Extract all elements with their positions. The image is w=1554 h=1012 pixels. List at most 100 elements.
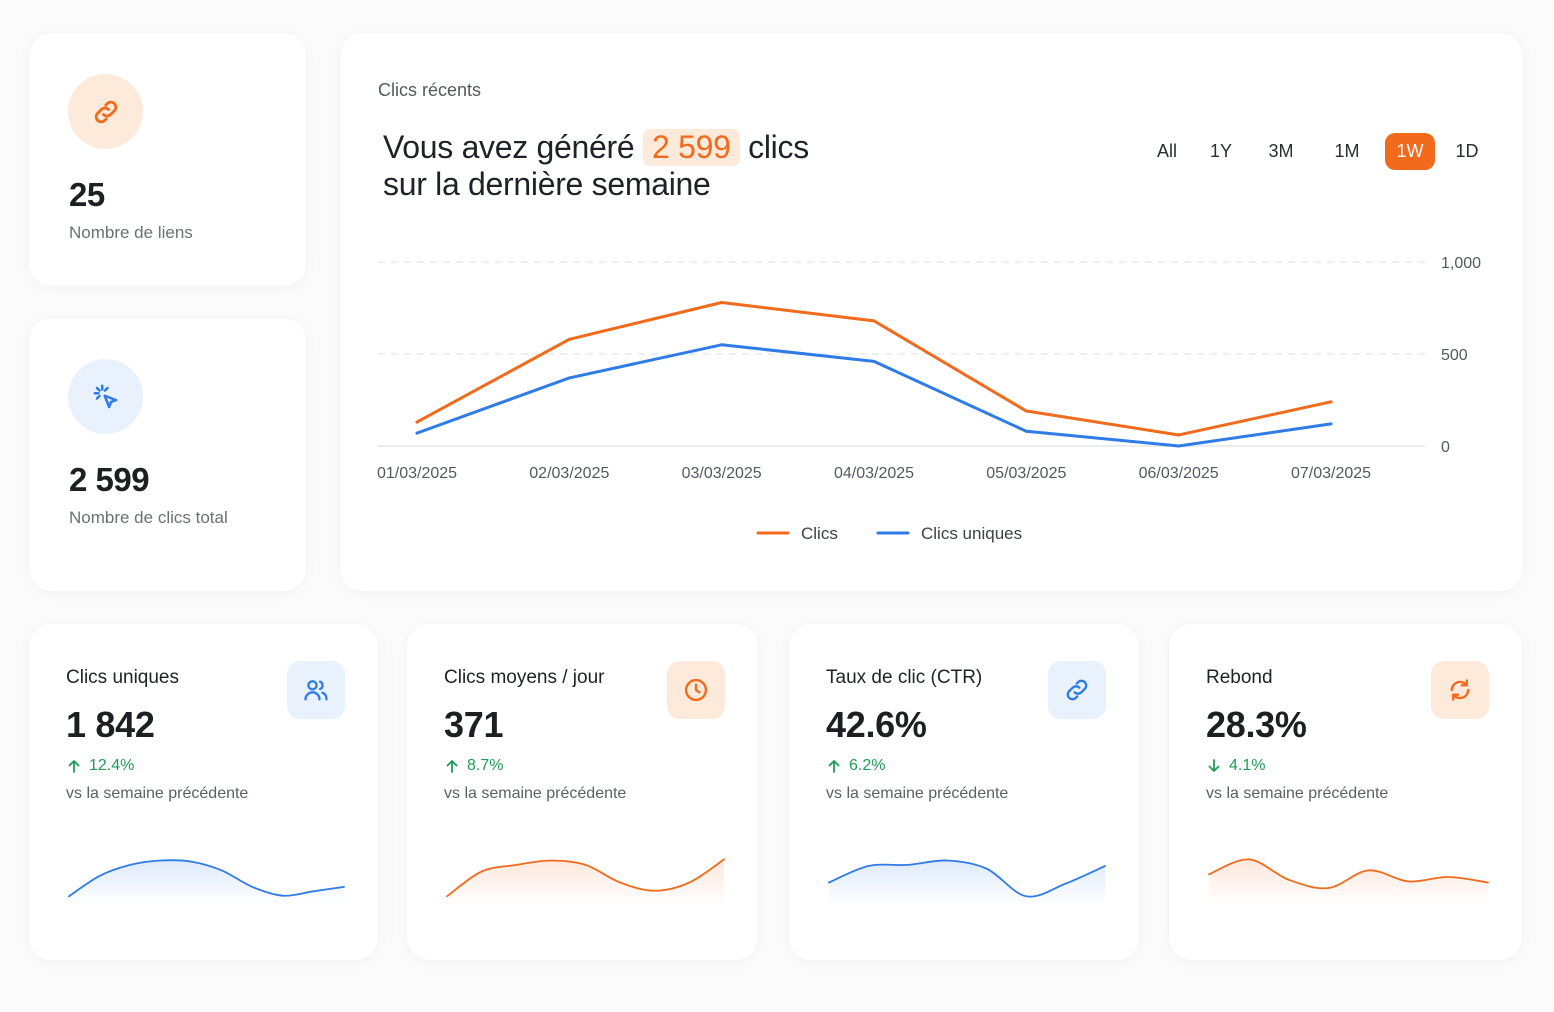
kpi-trend-value: 6.2% [849,757,886,774]
arrow-up-icon [446,760,458,773]
legend-item[interactable]: Clics [756,524,838,543]
y-tick-label: 0 [1441,439,1450,456]
kpi-card-1: Clics moyens / jour 371 8.7% vs la semaine … [407,624,758,960]
kpi-title: Rebond [1206,667,1273,688]
range-tab-all[interactable]: All [1156,141,1177,161]
data-point [1177,433,1181,437]
x-tick-label: 02/03/2025 [529,465,609,482]
data-point [567,337,571,341]
clock-icon [684,678,708,702]
sparkline-area [829,860,1105,905]
data-point [1329,422,1333,426]
data-point [415,420,419,424]
kpi-sparkline [828,859,1106,905]
arrow-up-icon [828,760,840,773]
range-tab-1y[interactable]: 1Y [1209,141,1233,161]
kpi-card-0: Clics uniques 1 842 12.4% vs la semaine pré… [29,624,378,960]
data-point [1329,400,1333,404]
clicks-headline: Vous avez généré 2 599 clics sur la dern… [383,129,809,203]
headline-text-before: Vous avez généré [383,129,635,165]
recent-clicks-card: Clics récents Vous avez généré 2 599 cli… [340,33,1523,591]
kpi-comparison-label: vs la semaine précédente [66,785,249,802]
cursor-icon-badge [68,359,143,434]
range-tab-1w[interactable]: 1W [1385,133,1435,170]
kpi-icon-badge [1048,661,1106,719]
data-point [415,431,419,435]
data-point [567,376,571,380]
kpi-title: Clics uniques [66,667,179,688]
clicks-line-chart: 1,000 500 0 01/03/2025 02/03/2025 03/03/2025 0… [377,255,1481,543]
sparkline-line [1208,858,1489,890]
legend-label: Clics uniques [921,524,1022,543]
refresh-icon [1450,679,1470,701]
headline-text-after: clics [748,129,809,165]
legend-label: Clics [801,524,838,543]
total-clicks-card: 2 599 Nombre de clics total [29,318,306,591]
kpi-trend: 12.4% [67,757,134,775]
kpi-comparison-label: vs la semaine précédente [1206,785,1389,802]
kpi-card-2: Taux de clic (CTR) 42.6% 6.2% vs la semaine… [789,624,1139,960]
sparkline-line [68,859,345,898]
data-point [720,343,724,347]
x-tick-label: 04/03/2025 [834,465,914,482]
kpi-trend-value: 8.7% [467,757,504,774]
sparkline-area [447,859,724,905]
users-icon [304,680,328,701]
kpi-trend: 4.1% [1207,757,1265,775]
kpi-title: Taux de clic (CTR) [826,667,983,688]
legend-item[interactable]: Clics uniques [876,524,1022,543]
card-title: Clics récents [378,80,482,100]
headline-line2: sur la dernière semaine [383,166,711,202]
kpi-title: Clics moyens / jour [444,667,605,688]
links-count-card: 25 Nombre de liens [29,33,306,286]
kpi-icon-badge [287,661,345,719]
links-count-value: 25 [69,176,105,213]
kpi-trend: 6.2% [827,757,885,775]
kpi-icon-badge [1431,661,1489,719]
range-tab-1m[interactable]: 1M [1334,141,1360,161]
x-tick-label: 07/03/2025 [1291,465,1371,482]
kpi-value: 42.6% [826,704,927,745]
sparkline-line [446,858,725,898]
kpi-comparison-label: vs la semaine précédente [444,785,627,802]
kpi-sparkline [68,859,345,905]
data-point [872,319,876,323]
y-tick-label: 500 [1441,347,1468,364]
x-tick-label: 01/03/2025 [377,465,457,482]
kpi-value: 371 [444,704,504,745]
data-point [1177,444,1181,448]
kpi-icon-badge [667,661,725,719]
x-tick-label: 05/03/2025 [986,465,1066,482]
sparkline-line [828,859,1106,898]
arrow-down-icon [1208,759,1220,772]
time-range-tabs: All 1Y 3M 1M 1W 1D [1145,133,1489,170]
data-point [720,300,724,304]
kpi-value: 28.3% [1206,704,1307,745]
kpi-trend-value: 12.4% [89,757,135,774]
kpi-comparison-label: vs la semaine précédente [826,785,1009,802]
x-tick-label: 06/03/2025 [1139,465,1219,482]
link-icon-badge [68,74,143,149]
link-icon [1066,679,1088,701]
kpi-trend: 8.7% [445,757,503,775]
total-clicks-value: 2 599 [69,461,150,498]
kpi-card-3: Rebond 28.3% 4.1% vs la semaine précédente [1169,624,1522,960]
sparkline-area [69,860,344,905]
kpi-value: 1 842 [66,704,155,745]
data-point [1024,429,1028,433]
data-point [872,359,876,363]
arrow-up-icon [68,760,80,773]
kpi-sparkline [446,858,725,905]
range-tab-1d[interactable]: 1D [1455,141,1479,161]
y-tick-label: 1,000 [1441,255,1481,272]
kpi-trend-value: 4.1% [1229,757,1266,774]
data-point [1024,409,1028,413]
total-clicks-label: Nombre de clics total [69,508,228,527]
link-icon [94,100,117,123]
kpi-sparkline [1208,858,1489,905]
headline-highlight-value: 2 599 [642,129,740,166]
range-tab-3m[interactable]: 3M [1268,141,1294,161]
x-tick-label: 03/03/2025 [682,465,762,482]
sparkline-area [1209,859,1488,905]
links-count-label: Nombre de liens [69,223,193,242]
